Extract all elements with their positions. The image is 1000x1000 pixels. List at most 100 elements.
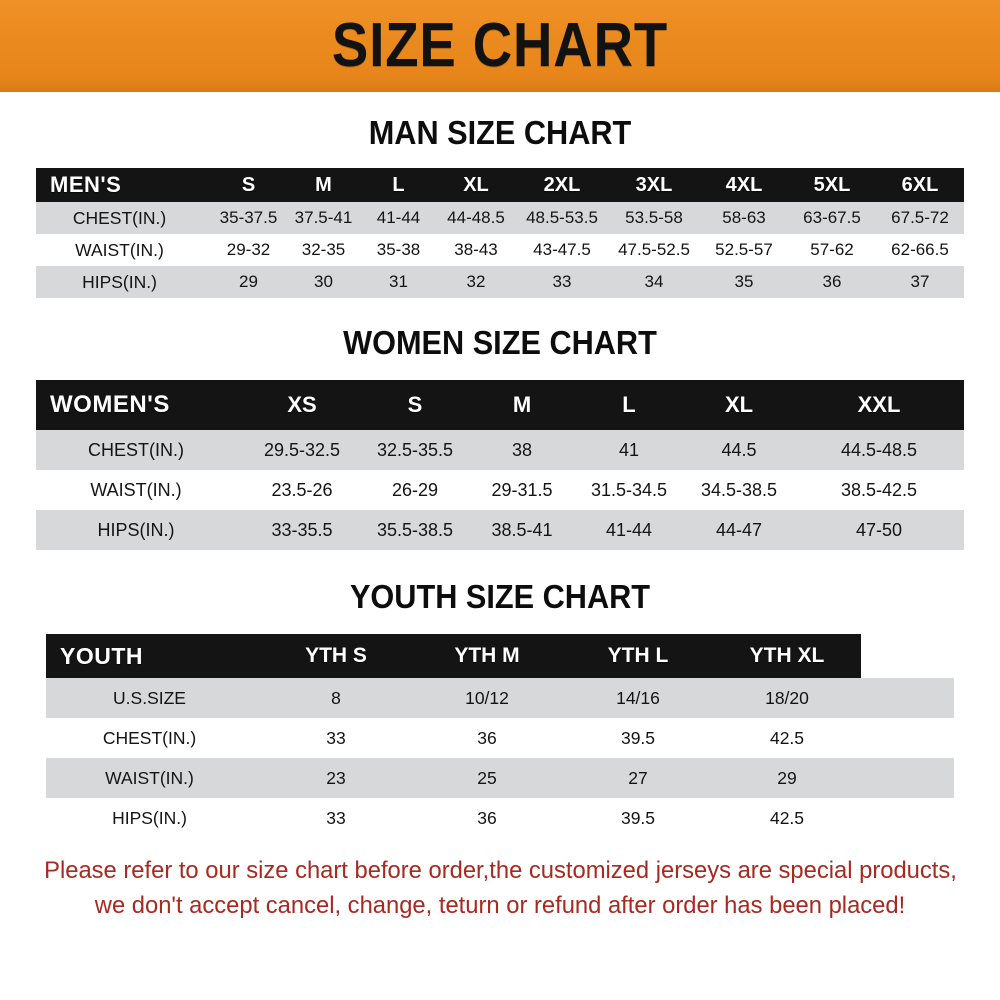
women-cell: 47-50 <box>794 510 964 550</box>
youth-cell: 36 <box>411 718 563 758</box>
men-col-header: M <box>286 168 361 202</box>
women-cell: 33-35.5 <box>244 510 360 550</box>
women-size-table: WOMEN'S XS S M L XL XXL CHEST(IN.) 29.5-… <box>36 380 964 550</box>
men-cell: 48.5-53.5 <box>516 202 608 234</box>
youth-row-label: U.S.SIZE <box>46 678 261 718</box>
youth-cell: 39.5 <box>563 798 713 838</box>
men-cell: 62-66.5 <box>876 234 964 266</box>
youth-row-label: CHEST(IN.) <box>46 718 261 758</box>
men-cell: 43-47.5 <box>516 234 608 266</box>
youth-cell: 25 <box>411 758 563 798</box>
table-row: HIPS(IN.) 33 36 39.5 42.5 <box>46 798 954 838</box>
women-cell: 38.5-41 <box>470 510 574 550</box>
women-cell: 38 <box>470 430 574 470</box>
women-cell: 32.5-35.5 <box>360 430 470 470</box>
men-cell: 47.5-52.5 <box>608 234 700 266</box>
men-cell: 31 <box>361 266 436 298</box>
youth-corner-label: YOUTH <box>46 634 261 678</box>
youth-cell: 8 <box>261 678 411 718</box>
table-row: CHEST(IN.) 35-37.5 37.5-41 41-44 44-48.5… <box>36 202 964 234</box>
men-cell: 32 <box>436 266 516 298</box>
youth-section-title: YOUTH SIZE CHART <box>349 578 651 615</box>
men-corner-label: MEN'S <box>36 168 211 202</box>
page-title: SIZE CHART <box>331 11 669 80</box>
table-row: WAIST(IN.) 23 25 27 29 <box>46 758 954 798</box>
women-header-row: WOMEN'S XS S M L XL XXL <box>36 380 964 430</box>
table-row: CHEST(IN.) 33 36 39.5 42.5 <box>46 718 954 758</box>
men-cell: 29 <box>211 266 286 298</box>
men-col-header: L <box>361 168 436 202</box>
women-row-label: CHEST(IN.) <box>36 430 244 470</box>
youth-cell: 18/20 <box>713 678 861 718</box>
return-policy-note: Please refer to our size chart before or… <box>44 854 957 924</box>
youth-cell-pad <box>861 718 954 758</box>
men-cell: 57-62 <box>788 234 876 266</box>
women-cell: 35.5-38.5 <box>360 510 470 550</box>
men-col-header: XL <box>436 168 516 202</box>
youth-cell-pad <box>861 798 954 838</box>
women-row-label: HIPS(IN.) <box>36 510 244 550</box>
men-cell: 34 <box>608 266 700 298</box>
youth-cell: 33 <box>261 718 411 758</box>
women-col-header: XXL <box>794 380 964 430</box>
youth-cell: 10/12 <box>411 678 563 718</box>
youth-cell: 33 <box>261 798 411 838</box>
youth-cell: 42.5 <box>713 718 861 758</box>
youth-cell-pad <box>861 678 954 718</box>
table-row: HIPS(IN.) 29 30 31 32 33 34 35 36 37 <box>36 266 964 298</box>
men-col-header: 6XL <box>876 168 964 202</box>
men-cell: 37.5-41 <box>286 202 361 234</box>
youth-col-header: YTH XL <box>713 634 861 678</box>
men-col-header: 4XL <box>700 168 788 202</box>
women-row-label: WAIST(IN.) <box>36 470 244 510</box>
youth-size-section: YOUTH SIZE CHART YOUTH YTH S YTH M YTH L… <box>0 578 1000 838</box>
men-cell: 32-35 <box>286 234 361 266</box>
women-size-section: WOMEN SIZE CHART WOMEN'S XS S M L XL XXL… <box>0 324 1000 550</box>
youth-col-header: YTH M <box>411 634 563 678</box>
men-row-label: WAIST(IN.) <box>36 234 211 266</box>
youth-row-label: WAIST(IN.) <box>46 758 261 798</box>
youth-header-row: YOUTH YTH S YTH M YTH L YTH XL <box>46 634 954 678</box>
men-cell: 41-44 <box>361 202 436 234</box>
men-cell: 38-43 <box>436 234 516 266</box>
women-col-header: M <box>470 380 574 430</box>
table-row: HIPS(IN.) 33-35.5 35.5-38.5 38.5-41 41-4… <box>36 510 964 550</box>
youth-cell: 42.5 <box>713 798 861 838</box>
women-cell: 23.5-26 <box>244 470 360 510</box>
table-row: WAIST(IN.) 23.5-26 26-29 29-31.5 31.5-34… <box>36 470 964 510</box>
women-cell: 41 <box>574 430 684 470</box>
women-col-header: L <box>574 380 684 430</box>
men-col-header: 2XL <box>516 168 608 202</box>
men-col-header: 3XL <box>608 168 700 202</box>
women-cell: 31.5-34.5 <box>574 470 684 510</box>
men-row-label: HIPS(IN.) <box>36 266 211 298</box>
table-row: U.S.SIZE 8 10/12 14/16 18/20 <box>46 678 954 718</box>
youth-cell: 23 <box>261 758 411 798</box>
men-cell: 58-63 <box>700 202 788 234</box>
men-cell: 44-48.5 <box>436 202 516 234</box>
women-section-title: WOMEN SIZE CHART <box>343 324 657 361</box>
table-row: CHEST(IN.) 29.5-32.5 32.5-35.5 38 41 44.… <box>36 430 964 470</box>
return-policy-line-1: Please refer to our size chart before or… <box>44 857 957 884</box>
men-col-header: S <box>211 168 286 202</box>
men-cell: 35 <box>700 266 788 298</box>
return-policy-line-2: we don't accept cancel, change, teturn o… <box>94 891 906 919</box>
men-cell: 53.5-58 <box>608 202 700 234</box>
men-header-row: MEN'S S M L XL 2XL 3XL 4XL 5XL 6XL <box>36 168 964 202</box>
women-cell: 34.5-38.5 <box>684 470 794 510</box>
women-cell: 41-44 <box>574 510 684 550</box>
men-cell: 35-37.5 <box>211 202 286 234</box>
youth-cell-pad <box>861 758 954 798</box>
women-cell: 44.5-48.5 <box>794 430 964 470</box>
youth-size-table: YOUTH YTH S YTH M YTH L YTH XL U.S.SIZE … <box>46 634 954 838</box>
men-cell: 35-38 <box>361 234 436 266</box>
men-cell: 36 <box>788 266 876 298</box>
youth-row-label: HIPS(IN.) <box>46 798 261 838</box>
men-cell: 33 <box>516 266 608 298</box>
men-cell: 29-32 <box>211 234 286 266</box>
men-col-header: 5XL <box>788 168 876 202</box>
men-size-table: MEN'S S M L XL 2XL 3XL 4XL 5XL 6XL CHEST… <box>36 168 964 298</box>
men-cell: 30 <box>286 266 361 298</box>
women-cell: 38.5-42.5 <box>794 470 964 510</box>
youth-cell: 27 <box>563 758 713 798</box>
